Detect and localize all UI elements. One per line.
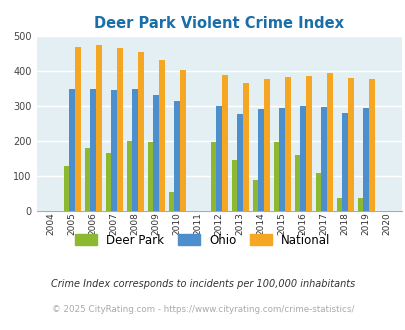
Bar [210, 142, 216, 211]
Bar [243, 83, 248, 211]
Bar [147, 142, 153, 211]
Bar [216, 106, 222, 211]
Bar [64, 166, 69, 211]
Bar [362, 108, 368, 211]
Bar [69, 89, 75, 211]
Text: Crime Index corresponds to incidents per 100,000 inhabitants: Crime Index corresponds to incidents per… [51, 279, 354, 289]
Bar [174, 101, 180, 211]
Bar [341, 113, 347, 211]
Bar [231, 160, 237, 211]
Bar [279, 108, 284, 211]
Bar [126, 141, 132, 211]
Bar [357, 198, 362, 211]
Bar [347, 78, 353, 211]
Bar [153, 95, 159, 211]
Bar [326, 73, 332, 211]
Bar [315, 173, 321, 211]
Title: Deer Park Violent Crime Index: Deer Park Violent Crime Index [94, 16, 343, 31]
Bar [111, 90, 117, 211]
Bar [258, 110, 263, 211]
Bar [168, 192, 174, 211]
Bar [300, 106, 305, 211]
Bar [273, 142, 279, 211]
Bar [105, 153, 111, 211]
Bar [237, 114, 243, 211]
Bar [138, 52, 143, 211]
Bar [263, 79, 269, 211]
Bar [368, 79, 374, 211]
Bar [321, 107, 326, 211]
Bar [132, 89, 138, 211]
Bar [305, 76, 311, 211]
Legend: Deer Park, Ohio, National: Deer Park, Ohio, National [70, 229, 335, 251]
Bar [222, 76, 227, 211]
Bar [252, 181, 258, 211]
Bar [336, 198, 341, 211]
Text: © 2025 CityRating.com - https://www.cityrating.com/crime-statistics/: © 2025 CityRating.com - https://www.city… [51, 305, 354, 314]
Bar [284, 77, 290, 211]
Bar [180, 70, 185, 211]
Bar [90, 89, 96, 211]
Bar [159, 60, 164, 211]
Bar [117, 48, 122, 211]
Bar [85, 148, 90, 211]
Bar [96, 46, 102, 211]
Bar [75, 47, 81, 211]
Bar [294, 155, 300, 211]
